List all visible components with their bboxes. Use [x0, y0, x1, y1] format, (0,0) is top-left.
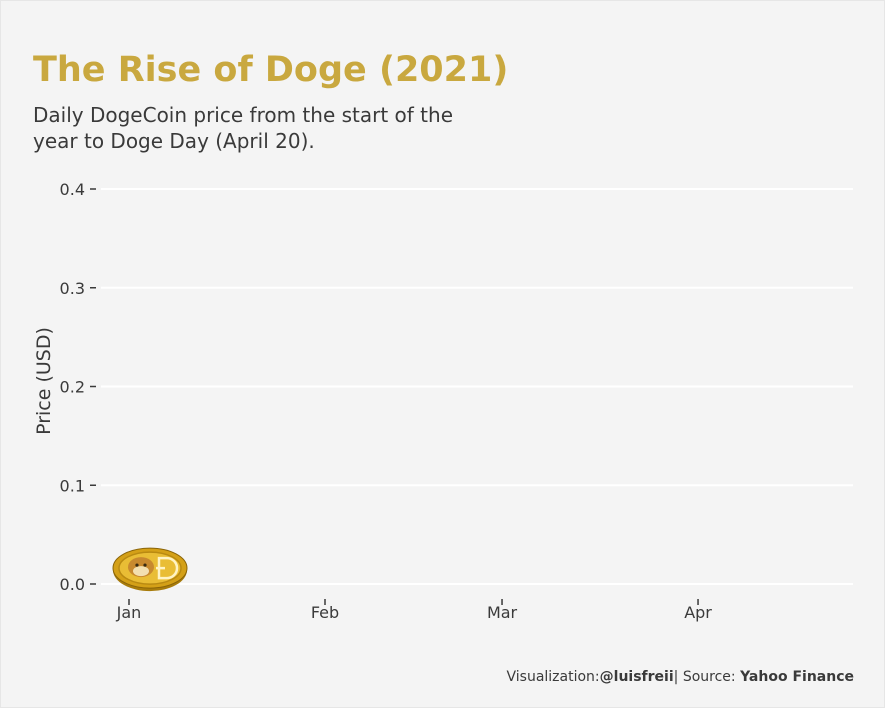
caption-source-prefix: | Source: — [673, 669, 741, 685]
dogecoin-coin-icon — [112, 547, 188, 592]
caption-viz-prefix: Visualization: — [506, 669, 600, 685]
x-tick-label: Jan — [116, 603, 142, 622]
price-series — [112, 547, 188, 592]
y-axis-label: Price (USD) — [33, 327, 55, 435]
coin-doge-eye — [135, 563, 139, 567]
y-tick-label: 0.3 — [60, 279, 85, 298]
y-tick-label: 0.2 — [60, 378, 85, 397]
chart-caption: Visualization:@luisfreii| Source: Yahoo … — [507, 669, 855, 685]
grid-lines — [101, 188, 853, 585]
x-axis: Jan Feb Mar Apr — [116, 599, 712, 622]
caption-source-name: Yahoo Finance — [740, 669, 854, 685]
chart-subtitle: Daily DogeCoin price from the start of t… — [33, 103, 453, 153]
y-axis: 0.0 0.1 0.2 0.3 0.4 — [60, 180, 96, 594]
y-tick-label: 0.0 — [60, 575, 85, 594]
coin-doge-muzzle — [133, 566, 149, 577]
x-tick-label: Mar — [487, 603, 518, 622]
coin-d-glyph — [156, 556, 179, 580]
y-tick-label: 0.1 — [60, 476, 85, 495]
y-tick-label: 0.4 — [60, 180, 85, 199]
caption-viz-author: @luisfreii — [599, 669, 674, 685]
chart-title: The Rise of Doge (2021) — [33, 50, 509, 90]
coin-doge-eye — [143, 563, 147, 567]
x-tick-label: Apr — [684, 603, 712, 622]
x-tick-label: Feb — [311, 603, 339, 622]
